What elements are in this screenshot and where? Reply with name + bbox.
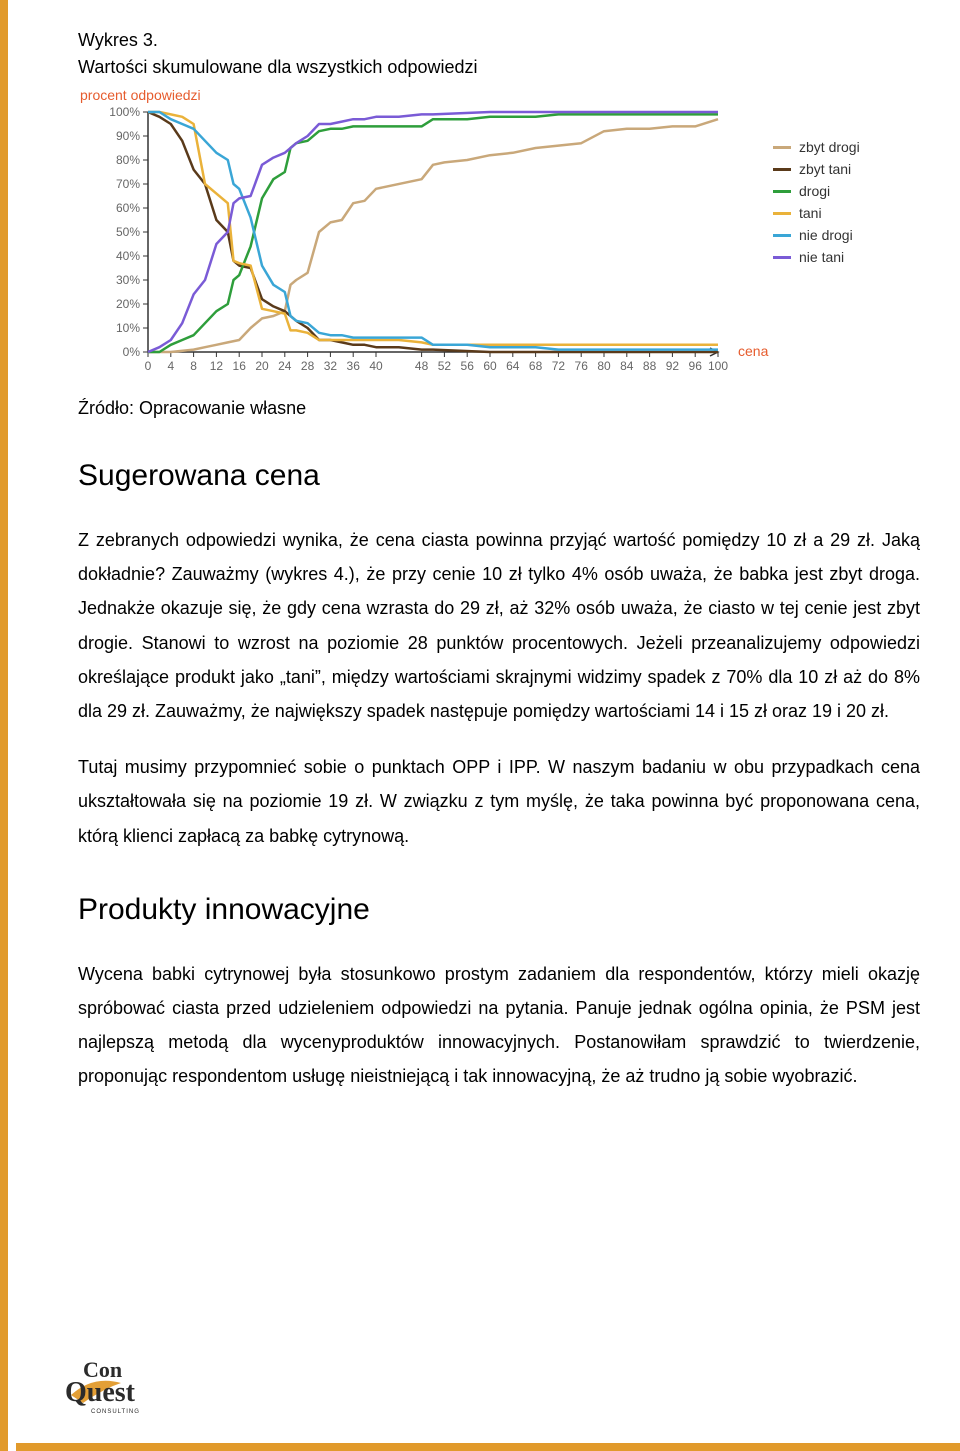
heading-sugerowana-cena: Sugerowana cena [78,459,920,493]
y-tick-label: 80% [116,153,140,167]
x-tick-label: 0 [145,359,152,373]
x-tick-label: 96 [689,359,703,373]
x-tick-label: 24 [278,359,292,373]
logo-text-bottom: Quest [65,1377,136,1408]
legend-label: nie drogi [799,227,853,243]
x-tick-label: 68 [529,359,543,373]
x-tick-label: 60 [483,359,497,373]
legend-label: drogi [799,183,830,199]
y-tick-label: 10% [116,321,140,335]
y-tick-label: 70% [116,177,140,191]
paragraph: Tutaj musimy przypomnieć sobie o punktac… [78,750,920,853]
legend-swatch [773,168,791,171]
figure-label: Wykres 3. [78,30,920,51]
x-tick-label: 80 [597,359,611,373]
legend-swatch [773,256,791,259]
legend-swatch [773,190,791,193]
legend-label: zbyt drogi [799,139,860,155]
x-tick-label: 32 [324,359,338,373]
y-tick-label: 90% [116,129,140,143]
y-tick-label: 30% [116,273,140,287]
y-tick-label: 40% [116,249,140,263]
x-tick-label: 76 [575,359,589,373]
x-tick-label: 8 [190,359,197,373]
x-tick-label: 4 [167,359,174,373]
paragraph: Z zebranych odpowiedzi wynika, że cena c… [78,523,920,728]
conquest-logo: ConQuestCONSULTING [63,1355,183,1419]
cumulative-chart: procent odpowiedzi 0% 10% 20% 30% 40% 50% 60% 70… [78,82,920,392]
x-tick-label: 92 [666,359,680,373]
x-tick-label: 72 [552,359,566,373]
series-zbyt_tani [148,112,718,352]
page: Wykres 3. Wartości skumulowane dla wszys… [0,0,960,1451]
y-tick-label: 50% [116,225,140,239]
x-tick-label: 64 [506,359,520,373]
x-axis-label: cena [738,343,769,359]
x-tick-label: 28 [301,359,315,373]
x-tick-label: 16 [233,359,247,373]
series-nie_tani [148,112,718,352]
x-tick-label: 48 [415,359,429,373]
x-tick-label: 40 [369,359,383,373]
x-tick-label: 88 [643,359,657,373]
series-drogi [148,114,718,352]
y-axis-label: procent odpowiedzi [80,87,201,103]
legend-label: zbyt tani [799,161,851,177]
series-zbyt_drogi [148,119,718,352]
figure-source: Źródło: Opracowanie własne [78,398,920,419]
logo-subtext: CONSULTING [91,1409,140,1415]
x-tick-label: 12 [210,359,224,373]
heading-produkty-innowacyjne: Produkty innowacyjne [78,893,920,927]
x-tick-label: 100 [708,359,728,373]
x-tick-label: 36 [347,359,361,373]
series-nie_drogi [148,112,718,350]
x-tick-label: 52 [438,359,452,373]
legend-swatch [773,212,791,215]
legend-swatch [773,146,791,149]
legend-label: tani [799,205,822,221]
legend-label: nie tani [799,249,844,265]
figure-title: Wartości skumulowane dla wszystkich odpo… [78,57,920,78]
x-tick-label: 20 [255,359,269,373]
legend-swatch [773,234,791,237]
x-tick-label: 84 [620,359,634,373]
series-tani [148,112,718,345]
y-tick-label: 0% [123,345,141,359]
y-tick-label: 20% [116,297,140,311]
y-tick-label: 100% [109,105,140,119]
paragraph: Wycena babki cytrynowej była stosunkowo … [78,957,920,1094]
x-tick-label: 56 [461,359,475,373]
y-tick-label: 60% [116,201,140,215]
